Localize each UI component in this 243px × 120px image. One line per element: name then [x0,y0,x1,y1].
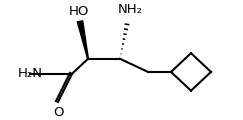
Text: HO: HO [69,5,89,18]
Text: O: O [53,106,63,119]
Polygon shape [77,21,88,59]
Text: H₂N: H₂N [18,67,43,80]
Text: NH₂: NH₂ [118,3,142,16]
